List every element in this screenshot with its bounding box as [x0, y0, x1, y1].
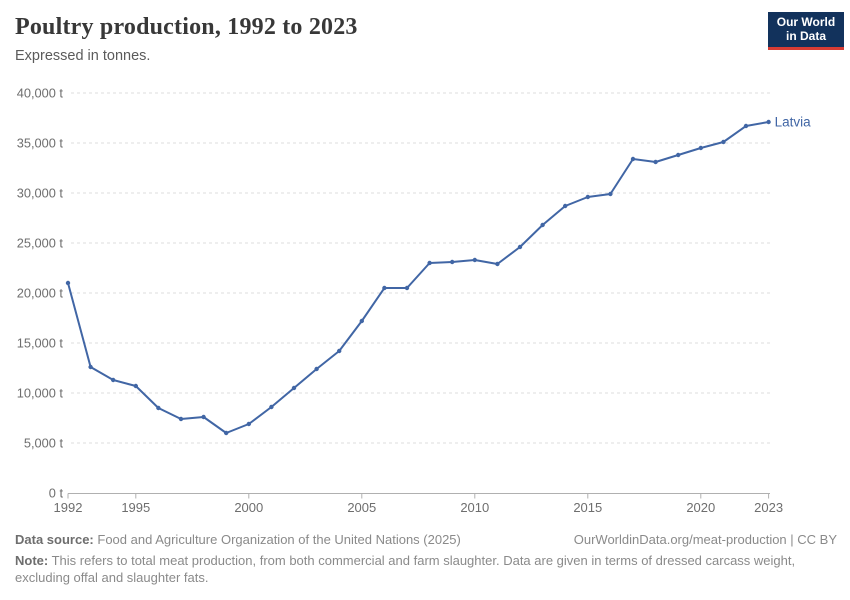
page-title: Poultry production, 1992 to 2023: [15, 14, 358, 40]
owid-logo[interactable]: Our World in Data: [768, 12, 844, 50]
owid-attribution-link[interactable]: OurWorldinData.org/meat-production | CC …: [573, 532, 837, 547]
chart-header: Poultry production, 1992 to 2023 Express…: [15, 14, 358, 64]
data-point[interactable]: [156, 405, 161, 411]
y-axis-label: 40,000 t: [17, 86, 64, 101]
data-point[interactable]: [540, 222, 545, 228]
data-source-text: Data source: Food and Agriculture Organi…: [15, 531, 461, 549]
data-point[interactable]: [495, 261, 500, 267]
entity-label-latvia[interactable]: Latvia: [775, 115, 812, 130]
data-point[interactable]: [517, 244, 523, 250]
x-axis-label: 1995: [121, 500, 150, 515]
chart-subtitle: Expressed in tonnes.: [15, 48, 151, 64]
data-point[interactable]: [676, 152, 681, 158]
y-axis-label: 25,000 t: [17, 236, 64, 251]
data-point[interactable]: [88, 364, 93, 370]
x-axis-label: 2023: [754, 500, 783, 515]
y-axis-label: 30,000 t: [17, 186, 64, 201]
line-chart-canvas[interactable]: 0 t 5,000 t 10,000 t 15,000 t 20,000 t 25,000…: [0, 0, 850, 530]
data-point[interactable]: [563, 203, 568, 209]
data-point[interactable]: [178, 416, 184, 422]
series-line-latvia[interactable]: [67, 121, 770, 434]
data-source-label: Data source:: [15, 532, 94, 547]
data-point[interactable]: [472, 257, 477, 263]
data-point[interactable]: [337, 348, 342, 354]
owid-logo-line2: in Data: [785, 29, 826, 43]
data-point[interactable]: [269, 404, 274, 410]
data-point[interactable]: [382, 285, 387, 291]
note-value: This refers to total meat production, fr…: [15, 552, 796, 586]
data-point[interactable]: [246, 421, 251, 427]
y-axis-label: 20,000 t: [17, 286, 64, 301]
y-axis-label: 10,000 t: [17, 386, 64, 401]
data-point[interactable]: [291, 385, 297, 391]
data-point[interactable]: [427, 260, 432, 266]
y-axis-label: 35,000 t: [17, 136, 64, 151]
data-point[interactable]: [721, 139, 726, 145]
chart-footer: Data source: Food and Agriculture Organi…: [15, 531, 837, 587]
data-point[interactable]: [766, 119, 771, 125]
footer-note: Note: This refers to total meat producti…: [15, 552, 823, 587]
data-point[interactable]: [224, 430, 229, 436]
data-point[interactable]: [653, 159, 658, 165]
data-point[interactable]: [698, 145, 703, 151]
footer-source-row: Data source: Food and Agriculture Organi…: [15, 531, 837, 549]
data-point[interactable]: [314, 366, 319, 372]
data-point[interactable]: [133, 383, 138, 389]
x-axis-label: 2000: [234, 500, 263, 515]
owid-logo-line1: Our World: [776, 15, 836, 29]
data-point[interactable]: [404, 285, 410, 291]
data-point[interactable]: [65, 280, 71, 286]
y-axis-label: 15,000 t: [17, 336, 64, 351]
data-point[interactable]: [450, 259, 455, 265]
data-point[interactable]: [743, 123, 749, 129]
y-axis-label: 5,000 t: [24, 436, 64, 451]
data-point[interactable]: [111, 377, 116, 383]
data-point[interactable]: [585, 194, 590, 200]
note-label: Note:: [15, 552, 49, 568]
data-point[interactable]: [201, 414, 206, 420]
data-point[interactable]: [359, 318, 364, 324]
y-axis-label: 0 t: [49, 486, 64, 501]
x-axis-label: 2020: [686, 500, 715, 515]
x-axis-label: 2010: [460, 500, 489, 515]
x-axis-label: 2015: [573, 500, 602, 515]
data-source-value: Food and Agriculture Organization of the…: [97, 532, 461, 547]
data-point[interactable]: [608, 191, 613, 197]
x-axis-label: 2005: [347, 500, 376, 515]
data-point[interactable]: [630, 156, 636, 162]
x-axis-label: 1992: [54, 500, 83, 515]
